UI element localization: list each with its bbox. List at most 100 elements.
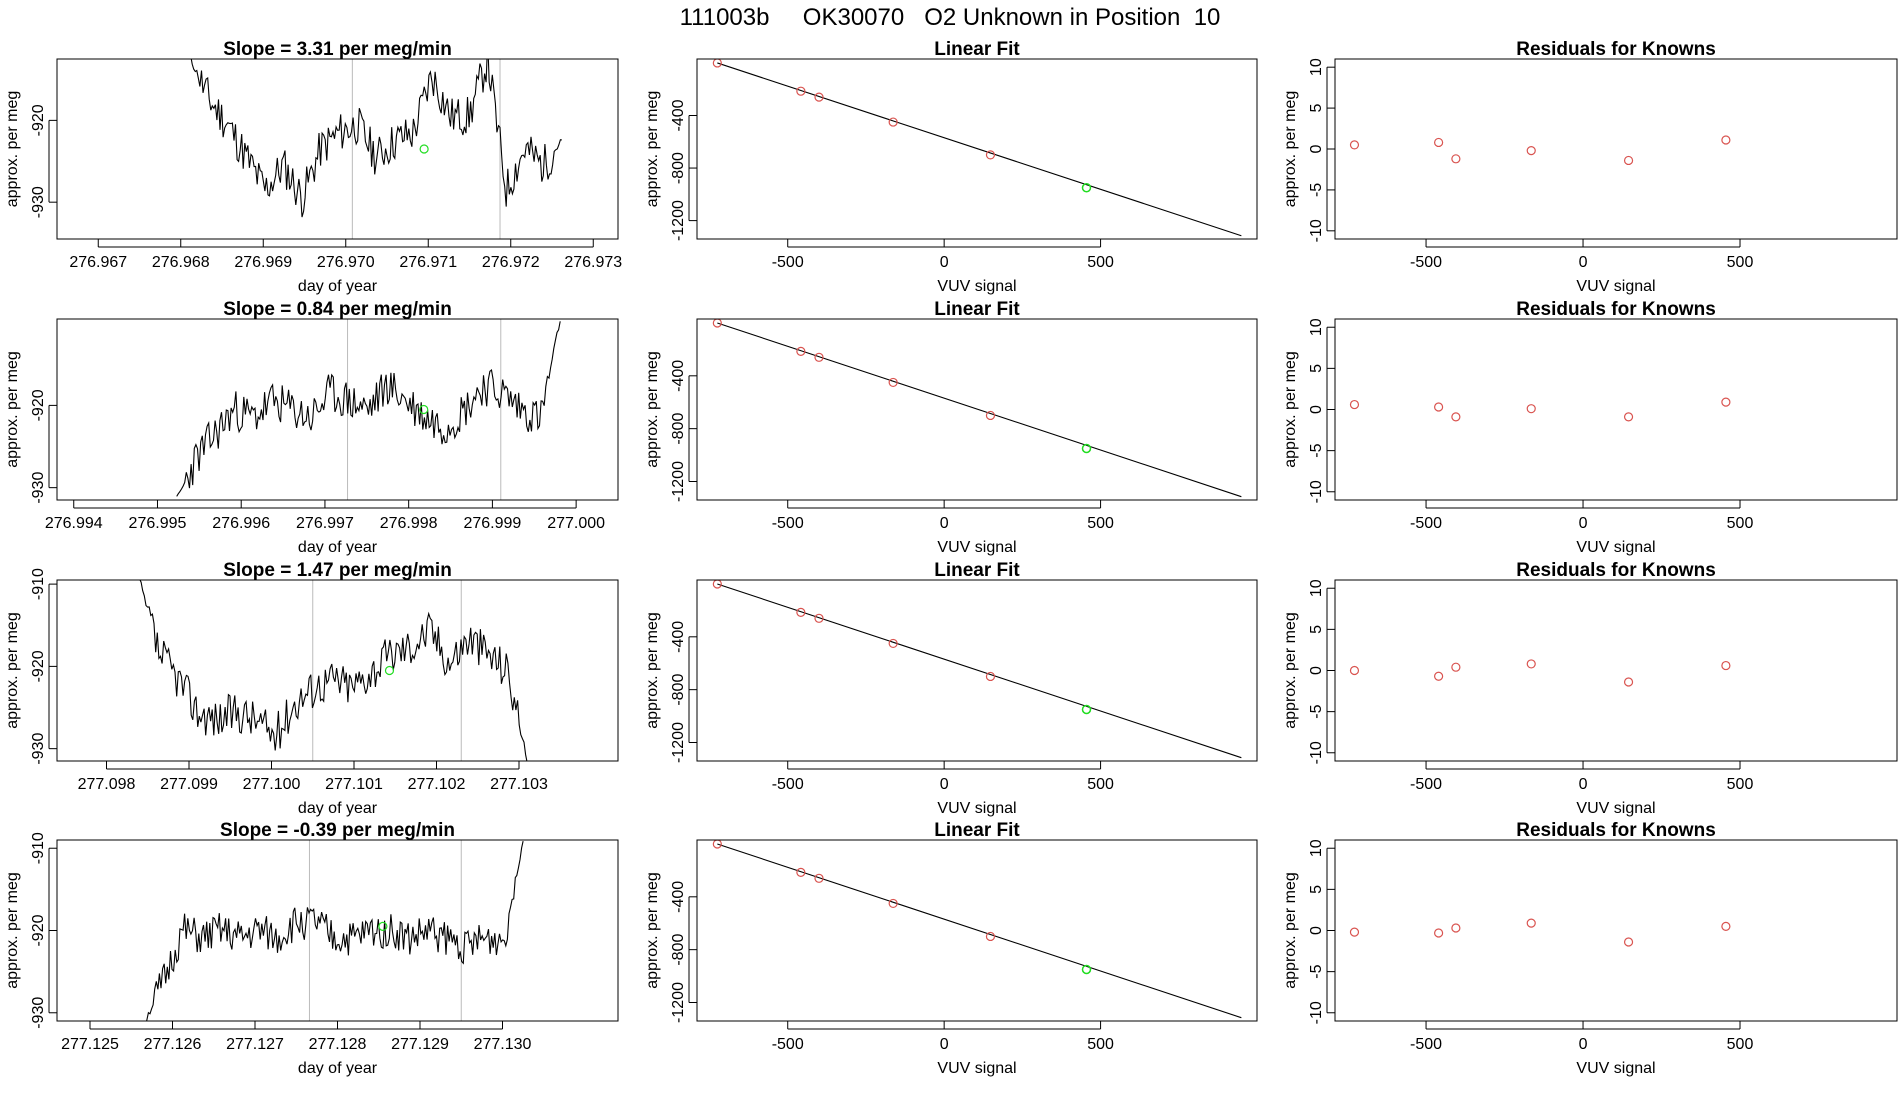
signal-series-line: [139, 580, 528, 761]
y-tick-label: -930: [30, 733, 47, 765]
x-axis-label: day of year: [298, 278, 378, 295]
x-axis-label: VUV signal: [937, 539, 1016, 556]
unknown-point: [1081, 183, 1092, 193]
known-point: [814, 613, 824, 623]
fit-line: [717, 583, 1242, 759]
x-tick-label: -500: [772, 1036, 804, 1053]
y-tick-label: -800: [670, 934, 687, 966]
panel-10: Slope = -0.39 per meg/min day of year appr…: [4, 820, 619, 1077]
residual-point: [1721, 135, 1731, 145]
known-point: [712, 59, 722, 68]
x-axis-label: day of year: [298, 800, 378, 817]
signal-series-line: [145, 840, 524, 1021]
known-point: [814, 92, 824, 102]
x-tick-label: 500: [1087, 515, 1114, 532]
y-tick-label: -10: [1308, 1001, 1325, 1024]
fit-line: [717, 322, 1242, 498]
panel-title: Residuals for Knowns: [1516, 39, 1716, 60]
panel-title: Linear Fit: [934, 820, 1020, 841]
plot-frame: [696, 579, 1258, 762]
y-tick-label: -800: [670, 152, 687, 184]
plot-frame: [1334, 579, 1898, 762]
x-tick-label: 0: [940, 515, 949, 532]
x-tick-label: 500: [1087, 1036, 1114, 1053]
x-axis-label: VUV signal: [1576, 1060, 1655, 1077]
x-tick-label: -500: [772, 776, 804, 793]
plot-frame: [696, 839, 1258, 1022]
y-tick-label: -10: [1308, 480, 1325, 503]
x-tick-label: 0: [1579, 515, 1588, 532]
y-tick-label: 10: [1308, 58, 1325, 76]
residual-point: [1721, 660, 1731, 671]
panel-4: Slope = 0.84 per meg/min day of year appro…: [4, 299, 619, 556]
plot-frame: [56, 318, 619, 501]
panel-11: Linear Fit VUV signal approx. per meg -500 0…: [644, 820, 1258, 1077]
residual-point: [1623, 937, 1634, 947]
x-tick-label: 277.126: [144, 1036, 202, 1053]
fit-line: [717, 62, 1242, 237]
known-point: [796, 86, 806, 96]
x-tick-label: 0: [940, 254, 949, 271]
x-tick-label: 276.970: [317, 254, 375, 271]
known-point: [985, 671, 996, 682]
unknown-point: [1081, 443, 1092, 454]
known-point: [888, 117, 898, 127]
y-tick-label: -5: [1308, 183, 1325, 197]
panel-2: Linear Fit VUV signal approx. per meg -500 0…: [644, 39, 1258, 295]
fit-line: [717, 843, 1242, 1019]
x-tick-label: 276.996: [212, 515, 270, 532]
panel-3: Residuals for Knowns VUV signal approx. pe…: [1282, 39, 1898, 295]
y-tick-label: -920: [30, 104, 47, 136]
x-tick-label: 276.969: [234, 254, 292, 271]
x-tick-label: 277.102: [408, 776, 466, 793]
y-axis-label: approx. per meg: [4, 351, 21, 468]
y-tick-label: -1200: [670, 461, 687, 502]
y-axis-label: approx. per meg: [644, 872, 661, 989]
y-tick-label: -910: [30, 568, 47, 600]
y-tick-label: -920: [30, 389, 47, 421]
y-tick-label: -910: [30, 832, 47, 864]
panel-9: Residuals for Knowns VUV signal approx. pe…: [1282, 560, 1898, 817]
residual-point: [1434, 402, 1444, 412]
residual-point: [1721, 921, 1731, 931]
y-axis-label: approx. per meg: [644, 91, 661, 208]
unknown-point: [1081, 964, 1092, 975]
x-tick-label: 500: [1727, 515, 1754, 532]
x-axis-label: VUV signal: [937, 1060, 1016, 1077]
x-tick-label: -500: [772, 515, 804, 532]
y-tick-label: 0: [1308, 926, 1325, 935]
x-tick-label: -500: [1410, 776, 1442, 793]
y-tick-label: -1200: [670, 722, 687, 763]
unknown-point: [419, 144, 429, 154]
residual-point: [1349, 665, 1360, 676]
y-tick-label: -920: [30, 914, 47, 946]
known-point: [985, 931, 996, 942]
known-point: [712, 319, 722, 328]
x-axis-label: VUV signal: [1576, 539, 1655, 556]
known-point: [985, 410, 996, 421]
residual-point: [1349, 399, 1360, 410]
y-axis-label: approx. per meg: [1282, 91, 1299, 208]
x-tick-label: -500: [1410, 254, 1442, 271]
x-tick-label: 276.973: [564, 254, 622, 271]
x-axis-label: VUV signal: [937, 278, 1016, 295]
x-tick-label: 500: [1727, 776, 1754, 793]
x-tick-label: 500: [1727, 1036, 1754, 1053]
y-axis-label: approx. per meg: [1282, 351, 1299, 468]
x-tick-label: 277.101: [325, 776, 383, 793]
y-tick-label: -930: [30, 997, 47, 1029]
panel-title: Residuals for Knowns: [1516, 299, 1716, 320]
y-tick-label: 10: [1308, 318, 1325, 336]
x-tick-label: 276.968: [152, 254, 210, 271]
y-tick-label: 0: [1308, 144, 1325, 153]
y-tick-label: 0: [1308, 666, 1325, 675]
x-tick-label: 277.099: [160, 776, 218, 793]
x-axis-label: VUV signal: [937, 800, 1016, 817]
y-tick-label: -930: [30, 186, 47, 218]
panel-title: Linear Fit: [934, 39, 1020, 60]
residual-point: [1451, 412, 1461, 422]
y-tick-label: 5: [1308, 885, 1325, 894]
y-tick-label: 5: [1308, 364, 1325, 373]
unknown-point: [378, 921, 388, 931]
